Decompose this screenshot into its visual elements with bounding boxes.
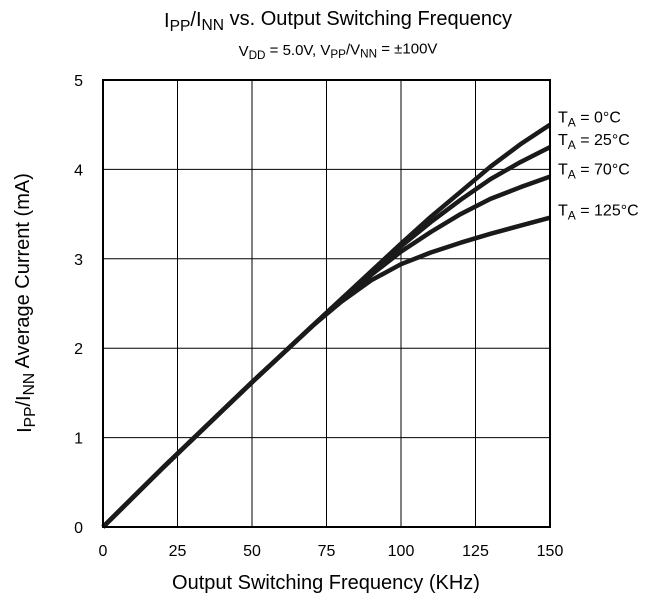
y-tick-label: 5 (74, 73, 83, 90)
x-tick-label: 50 (243, 543, 261, 560)
x-axis-ticks: 0 25 50 75 100 125 150 (99, 543, 564, 560)
y-tick-label: 2 (74, 341, 83, 358)
chart-subtitle: VDD = 5.0V, VPP/VNN = ±100V (239, 41, 438, 62)
x-tick-label: 100 (388, 543, 415, 560)
x-tick-label: 0 (99, 543, 108, 560)
x-tick-label: 150 (537, 543, 564, 560)
series-labels: TA = 0°CTA = 25°C TA = 70°C TA = 125°C (558, 110, 639, 223)
series-lines (101, 122, 552, 529)
x-axis-label: Output Switching Frequency (KHz) (172, 572, 480, 594)
y-axis-label: IPP/INN Average Current (mA) (12, 173, 39, 433)
series-label-1: TA = 0°C (558, 110, 621, 130)
series-line-4 (101, 215, 551, 529)
series-label-4: TA = 125°C (558, 203, 639, 223)
y-tick-label: 1 (74, 431, 83, 448)
plot-frame (102, 79, 551, 528)
x-tick-label: 125 (462, 543, 489, 560)
chart-title: IPP/INN vs. Output Switching Frequency (164, 8, 512, 35)
y-tick-label: 3 (74, 252, 83, 269)
series-label-3: TA = 70°C (558, 162, 630, 182)
y-tick-label: 0 (74, 520, 83, 537)
x-tick-label: 25 (169, 543, 187, 560)
y-tick-label: 4 (74, 162, 83, 179)
x-tick-label: 75 (318, 543, 336, 560)
series-label-2: TA = 25°C (558, 132, 630, 152)
plot-grid (103, 80, 550, 527)
y-axis-ticks: 0 1 2 3 4 5 (74, 73, 83, 537)
